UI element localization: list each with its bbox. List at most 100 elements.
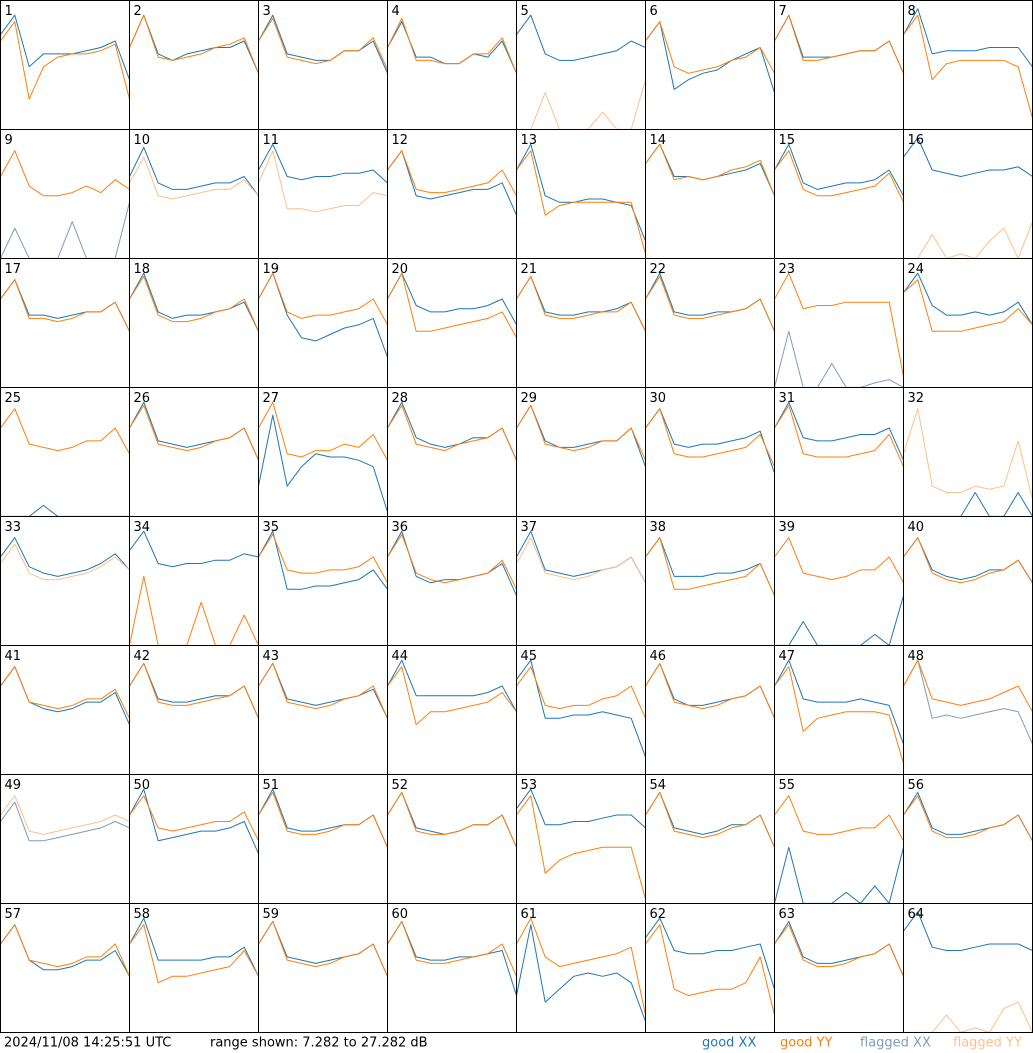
panel-label: 51 (263, 778, 280, 793)
panel-frame (774, 774, 904, 904)
panel-label: 36 (392, 520, 409, 535)
panel-label: 17 (5, 262, 22, 277)
panel-frame (0, 0, 130, 130)
panel-label: 47 (779, 649, 796, 664)
panel (774, 143, 904, 203)
panel-frame (0, 258, 130, 388)
spectrum-line (0, 924, 130, 977)
legend-entry: good YY (780, 1036, 832, 1051)
panel-label: 6 (650, 4, 658, 19)
panel (129, 401, 259, 461)
panel-frame (774, 903, 904, 1033)
panel (129, 662, 259, 719)
panel (387, 272, 517, 338)
panel-label: 44 (392, 649, 409, 664)
panel (129, 146, 259, 200)
panel-label: 32 (908, 391, 925, 406)
spectrum-line (129, 14, 259, 74)
panel-frame (129, 903, 259, 1033)
panel-frame (774, 258, 904, 388)
panel-label: 15 (779, 133, 796, 148)
spectrum-line (258, 143, 388, 184)
panel-label: 45 (521, 649, 538, 664)
panel (387, 17, 517, 74)
spectrum-line (903, 272, 1033, 326)
panel-label: 54 (650, 778, 667, 793)
spectrum-line (774, 330, 904, 388)
panel (387, 791, 517, 848)
spectrum-line (387, 533, 517, 590)
panel (903, 659, 1033, 745)
legend-entry: flagged XX (860, 1036, 931, 1051)
panel-label: 41 (5, 649, 22, 664)
legend-entry: flagged YY (953, 1036, 1022, 1051)
panel (903, 272, 1033, 332)
panel-frame (645, 129, 775, 259)
panel-label: 43 (263, 649, 280, 664)
panel-frame (903, 387, 1033, 517)
spectrum-line (645, 537, 775, 596)
panel (774, 795, 904, 904)
panel (0, 14, 130, 100)
spectrum-line (516, 917, 646, 1016)
spectrum-line (903, 14, 1033, 119)
panel (0, 150, 130, 259)
panel-frame (516, 516, 646, 646)
spectrum-line (774, 846, 904, 904)
panel-label: 40 (908, 520, 925, 535)
panel-label: 61 (521, 907, 538, 922)
spectrum-line (645, 791, 775, 848)
panel-frame (516, 903, 646, 1033)
panel (387, 401, 517, 461)
panel-label: 50 (134, 778, 151, 793)
spectrum-line (903, 137, 1033, 177)
spectrum-line (903, 537, 1033, 584)
panel-label: 23 (779, 262, 796, 277)
panel-frame (645, 903, 775, 1033)
panel-frame (516, 129, 646, 259)
panel-label: 10 (134, 133, 151, 148)
panel-frame (774, 0, 904, 130)
panel-frame (774, 387, 904, 517)
panel (645, 143, 775, 197)
panel-label: 18 (134, 262, 151, 277)
spectrum-line (774, 924, 904, 977)
panel (903, 137, 1033, 259)
spectrum-line (258, 150, 388, 213)
panel-label: 39 (779, 520, 796, 535)
spectrum-line (774, 920, 904, 977)
panel-label: 64 (908, 907, 925, 922)
spectrum-line (774, 666, 904, 764)
spectrum-line (258, 662, 388, 719)
spectrum-line (903, 408, 1033, 500)
panel-label: 22 (650, 262, 667, 277)
panel (258, 143, 388, 213)
spectrum-line (516, 143, 646, 242)
spectrum-line (129, 14, 259, 74)
panel (129, 272, 259, 332)
spectrum-line (387, 272, 517, 326)
panel-label: 48 (908, 649, 925, 664)
panel (387, 150, 517, 216)
panel-label: 25 (5, 391, 22, 406)
panel (516, 788, 646, 900)
panel-frame (258, 774, 388, 904)
panel-label: 35 (263, 520, 280, 535)
panel-frame (258, 387, 388, 517)
spectrum-line (387, 920, 517, 996)
spectrum-line (516, 275, 646, 332)
panel-frame (258, 516, 388, 646)
spectrum-line (903, 279, 1033, 332)
panel-frame (903, 903, 1033, 1033)
spectrum-line (903, 659, 1033, 745)
spectrum-line (516, 924, 646, 1022)
spectrum-line (387, 21, 517, 74)
spectrum-line (516, 659, 646, 758)
panel (903, 537, 1033, 584)
spectrum-line (258, 791, 388, 848)
spectrum-line (0, 537, 130, 577)
panel-frame (387, 0, 517, 130)
spectrum-line (516, 788, 646, 829)
panel-frame (387, 258, 517, 388)
